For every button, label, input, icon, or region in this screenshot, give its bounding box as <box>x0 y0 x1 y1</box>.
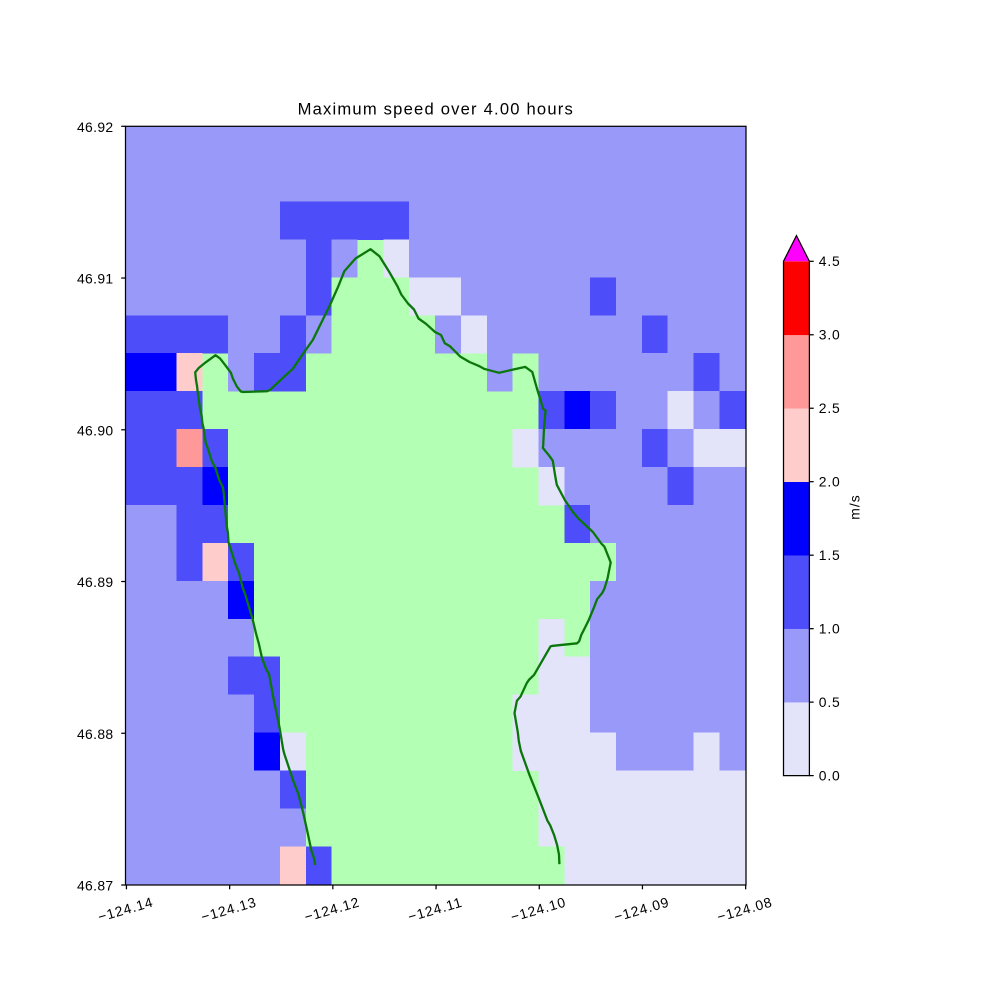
svg-text:2.5: 2.5 <box>819 400 841 416</box>
svg-text:1.5: 1.5 <box>819 547 841 563</box>
svg-text:46.89: 46.89 <box>77 574 114 590</box>
svg-text:46.92: 46.92 <box>77 119 114 135</box>
svg-text:3.0: 3.0 <box>819 327 841 343</box>
svg-text:2.0: 2.0 <box>819 474 841 490</box>
svg-text:46.91: 46.91 <box>77 271 114 287</box>
svg-text:1.0: 1.0 <box>819 621 841 637</box>
svg-text:46.87: 46.87 <box>77 878 114 894</box>
svg-text:46.88: 46.88 <box>77 726 114 742</box>
svg-text:m/s: m/s <box>846 494 862 519</box>
svg-text:Maximum speed over 4.00 hours: Maximum speed over 4.00 hours <box>298 99 574 118</box>
svg-text:0.5: 0.5 <box>819 694 841 710</box>
svg-text:4.5: 4.5 <box>819 253 841 269</box>
svg-text:46.90: 46.90 <box>77 422 114 438</box>
svg-text:0.0: 0.0 <box>819 768 841 784</box>
